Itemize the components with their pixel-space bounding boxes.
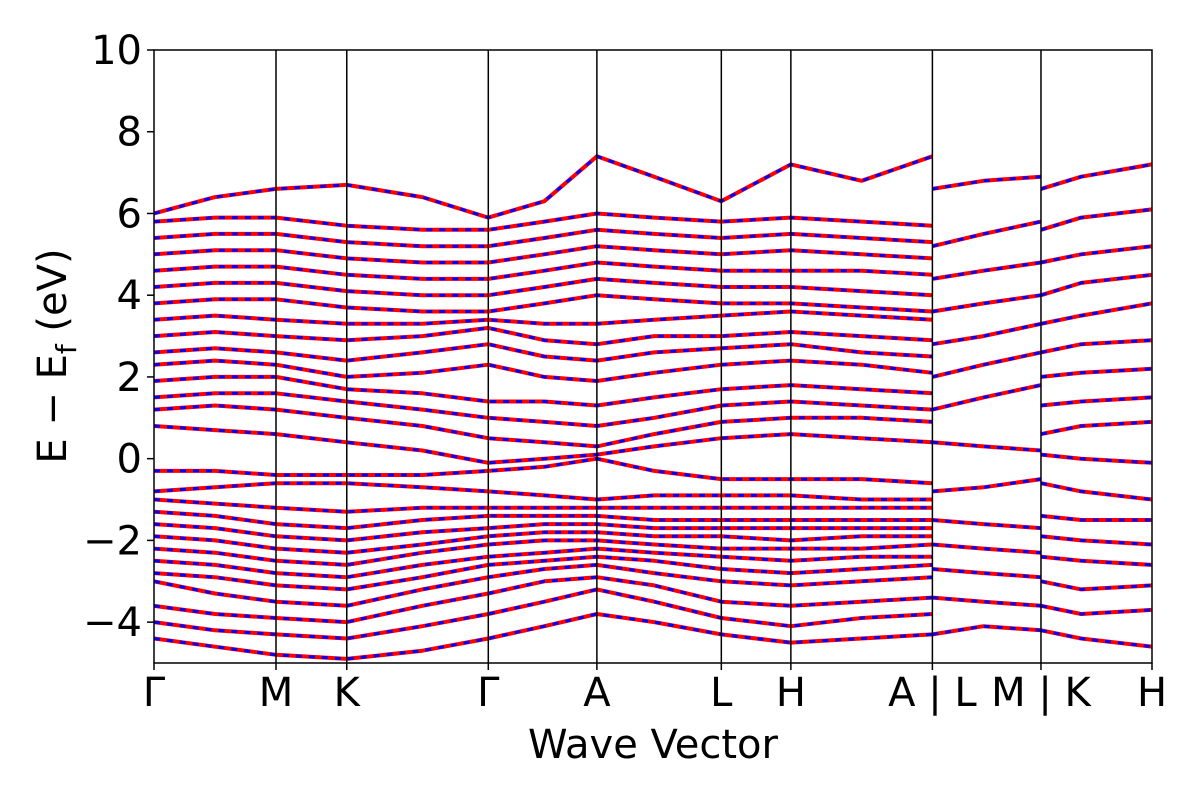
y-axis-label-subscript: f	[50, 343, 83, 354]
band-line-spin-down	[932, 624, 1042, 636]
band-line-spin-down	[1040, 604, 1152, 616]
band-line-spin-down	[1040, 207, 1152, 232]
y-tick-label: 6	[117, 191, 142, 237]
band-line-spin-down	[932, 383, 1042, 412]
x-tick-label: H	[1137, 670, 1167, 716]
band-line-spin-down	[932, 175, 1042, 191]
x-tick-label: K	[334, 670, 362, 716]
band-line-spin-down	[1040, 273, 1152, 297]
x-tick-label: H	[776, 670, 806, 716]
x-axis-label: Wave Vector	[528, 722, 779, 768]
band-line-spin-down	[1040, 244, 1152, 264]
x-tick-label: L	[710, 670, 733, 716]
y-tick-label: −2	[83, 518, 142, 564]
band-line-spin-down	[932, 350, 1042, 379]
band-line-spin-down	[1040, 367, 1152, 379]
band-line-spin-down	[932, 596, 1042, 608]
high-symmetry-lines	[275, 50, 1042, 663]
band-line-spin-down	[1040, 453, 1152, 465]
y-tick-label: 8	[117, 110, 142, 156]
y-tick-label: −4	[83, 600, 142, 646]
plot-frame	[153, 49, 1153, 664]
band-line-spin-down	[932, 440, 1042, 452]
band-line-spin-down	[932, 322, 1042, 346]
y-tick-label: 4	[117, 273, 142, 319]
x-tick-label: Γ	[477, 670, 500, 716]
band-line-spin-down	[1040, 534, 1152, 546]
band-line-spin-down	[1040, 162, 1152, 191]
band-line-spin-down	[932, 293, 1042, 313]
y-axis-ticks: −4 −2 0 2 4 6 8 10	[83, 28, 154, 646]
band-line-spin-down	[1040, 579, 1152, 591]
band-line-spin-down	[1040, 301, 1152, 326]
y-axis-label: E − Ef (eV)	[30, 248, 83, 463]
band-line-spin-down	[932, 220, 1042, 248]
band-line-spin-down	[1040, 628, 1152, 649]
y-tick-label: 2	[117, 355, 142, 401]
band-line-spin-down	[932, 567, 1042, 579]
x-tick-label: M	[259, 670, 294, 716]
x-tick-label: A | L	[888, 670, 977, 716]
y-tick-label: 0	[117, 437, 142, 483]
band-line-spin-down	[154, 612, 933, 661]
x-tick-label: M | K	[991, 670, 1092, 716]
y-tick-label: 10	[91, 28, 142, 74]
band-line-spin-down	[1040, 395, 1152, 407]
band-line-spin-down	[1040, 420, 1152, 436]
band-line-spin-down	[1040, 514, 1152, 522]
x-tick-label: A	[583, 670, 611, 716]
band-line-spin-down	[1040, 481, 1152, 501]
band-line-spin-down	[932, 543, 1042, 555]
band-line-spin-down	[932, 518, 1042, 530]
band-line-spin-down	[1040, 338, 1152, 354]
y-axis-label-unit: (eV)	[30, 248, 76, 344]
band-line-spin-down	[932, 477, 1042, 493]
y-axis-label-main: E − E	[30, 354, 76, 464]
band-line-spin-down	[1040, 555, 1152, 567]
band-line-spin-down	[932, 261, 1042, 281]
band-line-spin-down	[154, 563, 933, 608]
x-tick-label: Γ	[143, 670, 166, 716]
